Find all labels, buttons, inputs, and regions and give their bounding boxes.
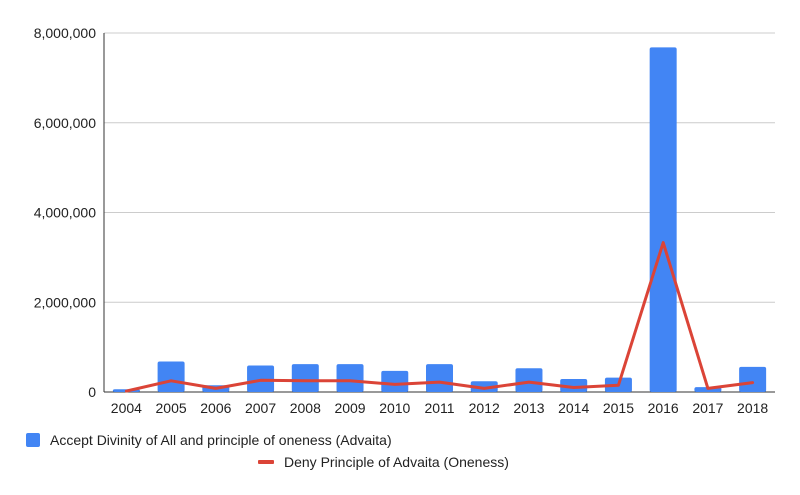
bar xyxy=(560,378,588,392)
bar xyxy=(470,381,498,392)
y-tick-label: 8,000,000 xyxy=(34,25,96,41)
x-tick-label: 2012 xyxy=(469,400,500,416)
bar xyxy=(381,370,409,392)
series-line xyxy=(124,241,755,393)
bar xyxy=(426,364,453,392)
line-series xyxy=(124,241,755,393)
x-tick-label: 2006 xyxy=(200,400,231,416)
bar xyxy=(247,365,275,392)
bar xyxy=(157,361,185,392)
y-tick-label: 2,000,000 xyxy=(34,294,96,310)
legend-label-accept: Accept Divinity of All and principle of … xyxy=(50,432,392,448)
x-tick-label: 2018 xyxy=(737,400,768,416)
x-tick-label: 2005 xyxy=(156,400,187,416)
bar-series xyxy=(112,47,767,393)
legend-item-deny[interactable]: Deny Principle of Advaita (Oneness) xyxy=(258,452,509,472)
x-tick-label: 2013 xyxy=(513,400,544,416)
x-tick-label: 2016 xyxy=(648,400,679,416)
x-tick-label: 2010 xyxy=(379,400,410,416)
y-tick-label: 4,000,000 xyxy=(34,205,96,221)
bar xyxy=(739,366,767,392)
x-tick-label: 2007 xyxy=(245,400,276,416)
x-tick-label: 2004 xyxy=(111,400,142,416)
x-tick-label: 2008 xyxy=(290,400,321,416)
x-tick-label: 2017 xyxy=(692,400,723,416)
bar xyxy=(649,47,677,393)
y-tick-label: 6,000,000 xyxy=(34,115,96,131)
legend-label-deny: Deny Principle of Advaita (Oneness) xyxy=(284,454,509,470)
legend-swatch-accept xyxy=(26,433,40,447)
x-tick-label: 2014 xyxy=(558,400,589,416)
bar xyxy=(515,368,543,392)
legend-swatch-deny xyxy=(258,460,274,464)
bar xyxy=(291,364,319,392)
x-tick-label: 2011 xyxy=(424,400,454,416)
y-tick-label: 0 xyxy=(88,384,96,400)
x-tick-label: 2015 xyxy=(603,400,634,416)
axes: 0 2,000,000 4,000,000 6,000,000 8,000,000 200… xyxy=(34,25,769,416)
x-tick-label: 2009 xyxy=(334,400,365,416)
legend-item-accept[interactable]: Accept Divinity of All and principle of … xyxy=(26,430,392,450)
bar xyxy=(336,364,364,392)
